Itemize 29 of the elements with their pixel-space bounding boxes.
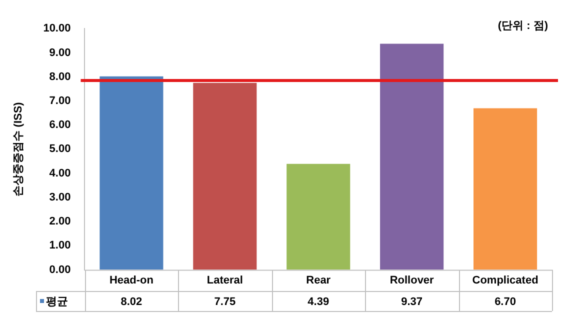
bar — [380, 44, 444, 270]
y-tick-label: 2.00 — [49, 216, 71, 228]
x-tick-label: Rear — [306, 274, 332, 286]
bar — [100, 76, 164, 270]
bar — [193, 82, 257, 270]
data-label: 8.02 — [120, 296, 142, 308]
x-tick-label: Lateral — [206, 274, 243, 286]
x-tick-label: Complicated — [472, 274, 538, 286]
y-tick-label: 9.00 — [49, 46, 71, 59]
y-tick-label: 6.00 — [49, 119, 71, 132]
y-tick-label: 0.00 — [49, 264, 71, 276]
y-tick-label: 4.00 — [49, 167, 71, 180]
y-tick-label: 8.00 — [49, 70, 71, 83]
x-tick-label: Rollover — [390, 274, 435, 286]
data-label: 6.70 — [494, 296, 516, 308]
y-tick-label: 3.00 — [49, 191, 71, 204]
y-tick-label: 10.00 — [43, 22, 71, 35]
data-label: 9.37 — [401, 296, 423, 308]
y-tick-label: 7.00 — [49, 94, 71, 107]
data-label: 4.39 — [308, 296, 330, 308]
bar — [286, 164, 350, 270]
legend-label: 평균 — [46, 296, 68, 308]
annotation: (단위 : 점) — [498, 20, 548, 32]
bar — [474, 108, 538, 270]
y-axis-title: 손상중증점수 (ISS) — [12, 102, 25, 196]
x-tick-label: Head-on — [109, 274, 154, 286]
y-tick-label: 5.00 — [49, 143, 71, 156]
y-tick-label: 1.00 — [49, 240, 71, 252]
data-label: 7.75 — [214, 296, 236, 308]
